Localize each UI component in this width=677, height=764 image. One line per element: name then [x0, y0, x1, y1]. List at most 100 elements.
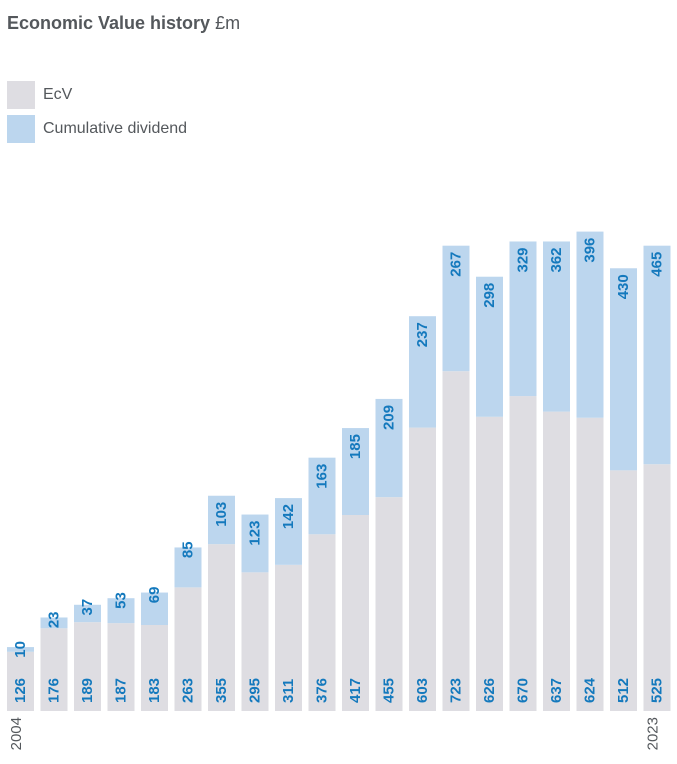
legend-swatch-dividend: [7, 115, 35, 143]
bar-dividend-2006: [74, 604, 101, 623]
bar-ecv-2022: [610, 470, 637, 711]
bar-group-2013: 376 163: [308, 457, 336, 711]
data-label-ecv-2018: 626: [481, 678, 498, 703]
bar-group-2016: 603 237: [409, 316, 436, 711]
bar-group-2018: 626 298: [476, 276, 503, 711]
x-tick-label-2004: 2004: [8, 717, 25, 750]
data-label-dividend-2017: 267: [448, 252, 465, 277]
data-label-ecv-2008: 183: [146, 678, 163, 703]
bar-ecv-2004: [7, 651, 34, 711]
bar-group-2019: 670 329: [509, 241, 537, 711]
data-label-ecv-2023: 525: [649, 678, 666, 703]
data-label-dividend-2023: 465: [649, 252, 666, 277]
data-label-ecv-2014: 417: [347, 678, 364, 703]
bar-ecv-2013: [308, 534, 336, 711]
data-label-ecv-2004: 126: [12, 678, 29, 703]
bar-dividend-2013: [308, 457, 336, 535]
bar-ecv-2018: [476, 416, 503, 711]
legend-swatch-ecv: [7, 81, 35, 109]
data-label-dividend-2016: 237: [414, 322, 431, 347]
x-tick-label-2023: 2023: [645, 717, 662, 750]
bar-dividend-2012: [275, 498, 302, 565]
bar-ecv-2016: [409, 427, 436, 711]
data-label-dividend-2009: 85: [180, 541, 197, 558]
data-label-ecv-2011: 295: [247, 678, 264, 703]
data-label-ecv-2022: 512: [615, 678, 632, 703]
data-label-dividend-2008: 69: [146, 587, 163, 604]
data-label-ecv-2005: 176: [46, 678, 63, 703]
data-label-dividend-2021: 396: [582, 238, 599, 263]
data-label-dividend-2018: 298: [481, 283, 498, 308]
data-label-dividend-2007: 53: [113, 592, 130, 609]
legend-label-ecv: EcV: [43, 86, 73, 103]
bar-group-2021: 624 396: [576, 231, 604, 711]
data-label-dividend-2013: 163: [314, 464, 331, 489]
bar-group-2015: 455 209: [375, 398, 403, 711]
bar-group-2006: 189 37: [74, 599, 101, 711]
bar-group-2020: 637 362: [543, 241, 570, 711]
bar-dividend-2014: [342, 428, 369, 516]
data-label-ecv-2010: 355: [213, 678, 230, 703]
data-label-dividend-2022: 430: [615, 274, 632, 299]
data-label-ecv-2012: 311: [280, 679, 297, 703]
data-label-dividend-2010: 103: [213, 502, 230, 527]
bar-group-2009: 263 85: [174, 541, 202, 711]
bar-ecv-2017: [442, 371, 470, 711]
bar-ecv-2011: [241, 572, 269, 711]
bar-group-2005: 176 23: [40, 611, 68, 711]
bar-ecv-2015: [375, 497, 403, 711]
data-label-ecv-2017: 723: [448, 678, 465, 703]
bar-dividend-2020: [543, 241, 570, 412]
bar-dividend-2004: [7, 647, 34, 652]
bar-group-2007: 187 53: [107, 592, 135, 711]
data-label-dividend-2006: 37: [79, 599, 96, 616]
bar-dividend-2016: [409, 316, 436, 428]
data-label-ecv-2009: 263: [180, 678, 197, 703]
bar-dividend-2011: [241, 514, 269, 573]
data-label-dividend-2005: 23: [46, 611, 63, 628]
bar-ecv-2023: [643, 464, 671, 711]
bar-dividend-2022: [610, 268, 637, 471]
bar-group-2023: 525 465: [643, 245, 671, 711]
bar-dividend-2023: [643, 245, 671, 465]
bar-group-2017: 723 267: [442, 245, 470, 711]
bar-ecv-2019: [509, 396, 537, 711]
bar-group-2004: 126 10: [7, 641, 34, 711]
bar-dividend-2021: [576, 231, 604, 418]
bar-group-2014: 417 185: [342, 428, 369, 711]
bar-group-2010: 355 103: [208, 495, 235, 711]
bar-dividend-2017: [442, 245, 470, 372]
bar-ecv-2020: [543, 411, 570, 711]
data-label-ecv-2020: 637: [548, 678, 565, 703]
legend-label-dividend: Cumulative dividend: [43, 120, 188, 137]
bar-group-2012: 311 142: [275, 498, 302, 711]
bar-dividend-2008: [141, 592, 168, 625]
bar-ecv-2006: [74, 622, 101, 711]
chart-title-text: Economic Value history: [7, 13, 211, 33]
data-label-dividend-2012: 142: [280, 504, 297, 529]
data-label-dividend-2014: 185: [347, 434, 364, 459]
bar-ecv-2007: [107, 623, 135, 711]
bar-dividend-2010: [208, 495, 235, 545]
data-label-dividend-2020: 362: [548, 247, 565, 272]
bar-ecv-2009: [174, 587, 202, 711]
data-label-ecv-2019: 670: [515, 678, 532, 703]
data-label-ecv-2013: 376: [314, 678, 331, 703]
data-label-ecv-2016: 603: [414, 678, 431, 703]
data-label-dividend-2015: 209: [381, 405, 398, 430]
data-label-dividend-2004: 10: [12, 641, 29, 658]
bar-dividend-2009: [174, 547, 202, 588]
bar-ecv-2008: [141, 624, 168, 711]
bar-ecv-2014: [342, 515, 369, 711]
data-label-ecv-2007: 187: [113, 678, 130, 703]
chart-title-unit: £m: [215, 13, 241, 33]
bar-ecv-2021: [576, 417, 604, 711]
bar-dividend-2007: [107, 598, 135, 624]
bar-ecv-2012: [275, 564, 302, 711]
data-label-dividend-2011: 123: [247, 521, 264, 546]
bar-ecv-2005: [40, 628, 68, 711]
data-label-dividend-2019: 329: [515, 247, 532, 272]
bar-dividend-2015: [375, 398, 403, 498]
data-label-ecv-2015: 455: [381, 678, 398, 703]
